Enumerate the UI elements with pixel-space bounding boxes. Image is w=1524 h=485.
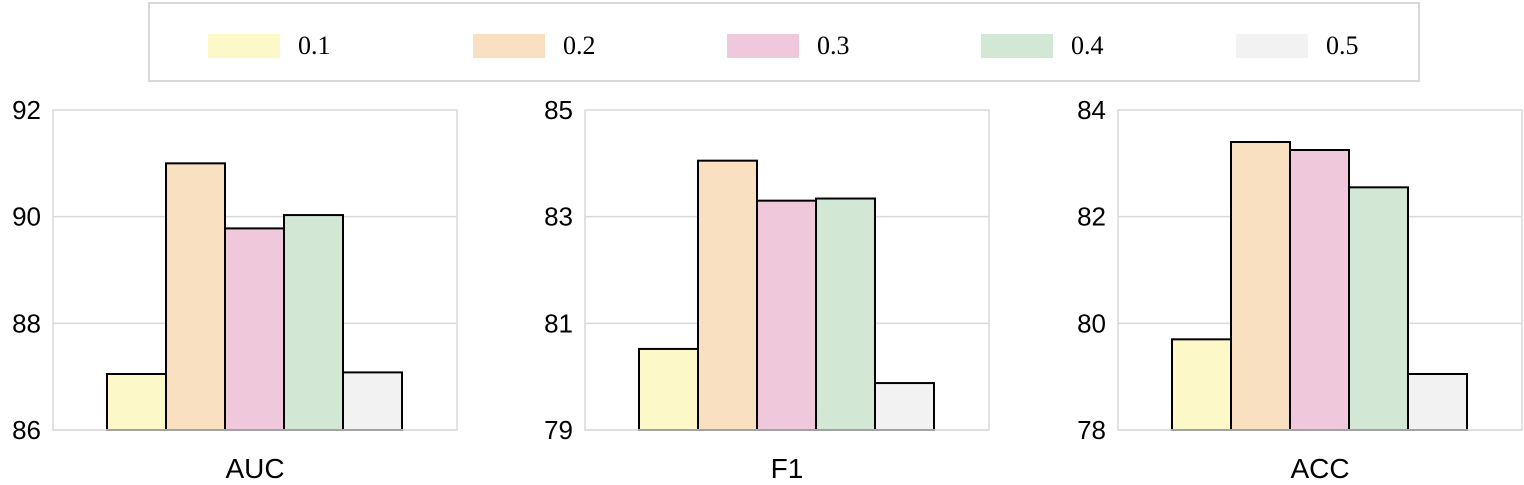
- legend-item: 0.3: [727, 31, 850, 60]
- y-tick-label: 78: [1077, 415, 1106, 445]
- y-tick-label: 83: [544, 202, 573, 232]
- bar-f1-0.1: [638, 347, 699, 431]
- x-axis-label: AUC: [225, 453, 284, 484]
- legend-item: 0.1: [208, 31, 331, 60]
- bar-auc-0.5: [342, 371, 403, 431]
- legend: 0.1 0.2 0.3 0.4 0.5: [148, 2, 1420, 82]
- y-tick-label: 88: [12, 308, 41, 338]
- bar-f1-0.2: [697, 159, 758, 432]
- x-axis-label: ACC: [1290, 453, 1349, 484]
- y-tick-label: 90: [12, 202, 41, 232]
- bar-acc-0.5: [1407, 373, 1468, 431]
- y-tick-label: 86: [12, 415, 41, 445]
- bar-acc-0.1: [1171, 338, 1232, 432]
- legend-label: 0.1: [298, 31, 331, 60]
- legend-label: 0.3: [817, 31, 850, 60]
- y-tick-label: 84: [1077, 95, 1106, 125]
- legend-swatch: [981, 34, 1053, 58]
- y-tick-label: 79: [544, 415, 573, 445]
- legend-swatch: [208, 34, 280, 58]
- legend-swatch: [727, 34, 799, 58]
- bar-auc-0.4: [283, 214, 344, 431]
- legend-label: 0.2: [563, 31, 596, 60]
- bar-f1-0.5: [874, 382, 935, 432]
- legend-item: 0.2: [473, 31, 596, 60]
- bar-auc-0.1: [106, 373, 167, 431]
- bar-auc-0.3: [224, 227, 285, 431]
- y-tick-label: 92: [12, 95, 41, 125]
- bar-f1-0.3: [756, 199, 817, 431]
- legend-label: 0.5: [1326, 31, 1359, 60]
- y-tick-label: 82: [1077, 202, 1106, 232]
- legend-item: 0.4: [981, 31, 1104, 60]
- bar-acc-0.2: [1230, 141, 1291, 431]
- y-tick-label: 80: [1077, 308, 1106, 338]
- legend-label: 0.4: [1071, 31, 1104, 60]
- bar-acc-0.4: [1348, 186, 1409, 431]
- y-tick-label: 85: [544, 95, 573, 125]
- bar-acc-0.3: [1289, 149, 1350, 431]
- legend-item: 0.5: [1236, 31, 1359, 60]
- x-axis-label: F1: [771, 453, 804, 484]
- bar-auc-0.2: [165, 162, 226, 431]
- legend-swatch: [1236, 34, 1308, 58]
- legend-swatch: [473, 34, 545, 58]
- y-tick-label: 81: [544, 308, 573, 338]
- bar-f1-0.4: [815, 197, 876, 431]
